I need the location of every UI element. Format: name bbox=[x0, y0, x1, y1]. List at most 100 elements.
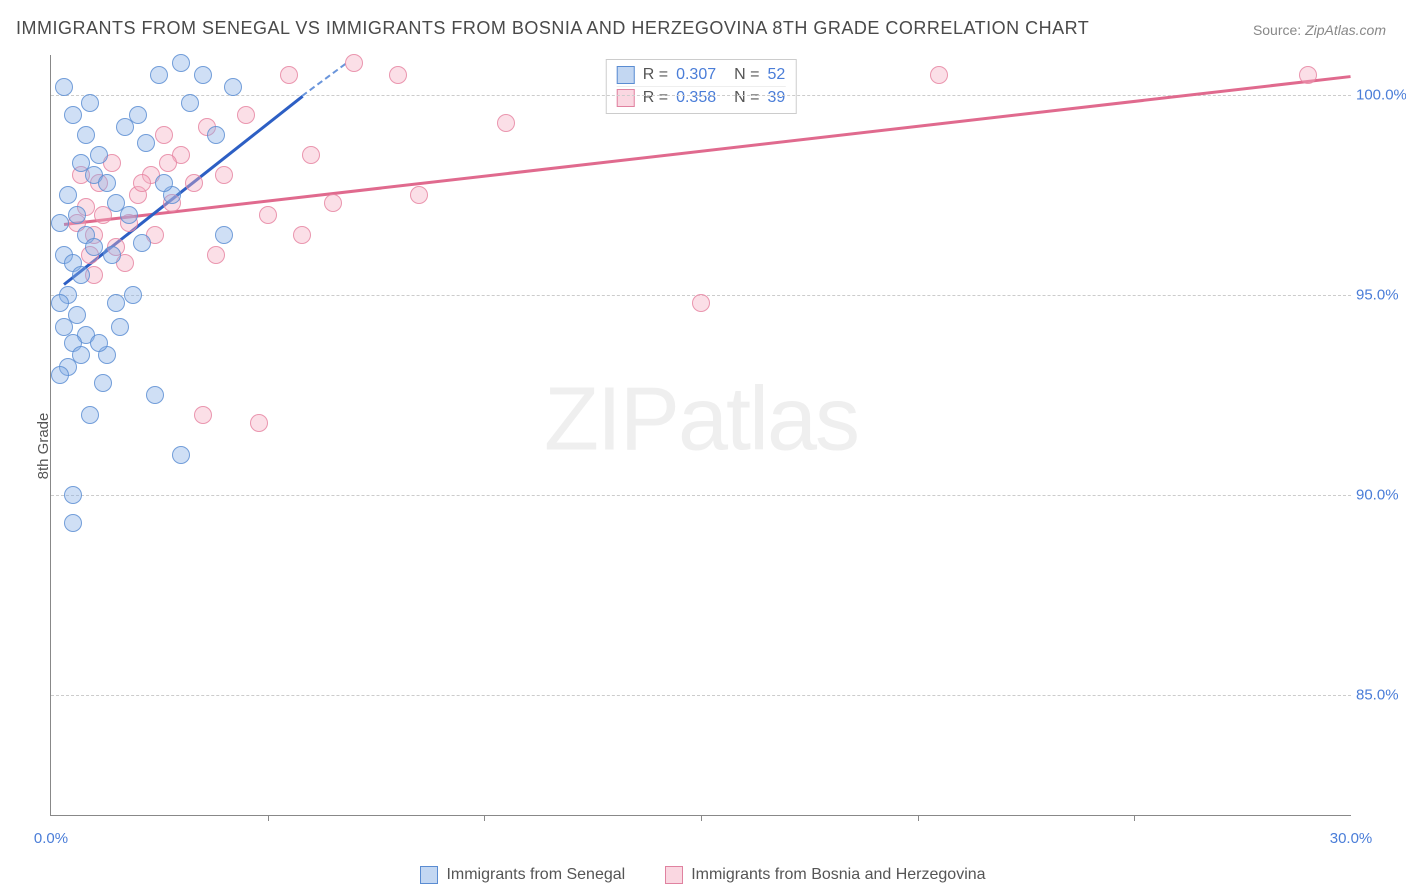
data-point bbox=[133, 234, 151, 252]
watermark-atlas: atlas bbox=[678, 369, 858, 469]
r-value-blue: 0.307 bbox=[676, 66, 716, 84]
n-label: N = bbox=[734, 89, 759, 107]
data-point bbox=[345, 54, 363, 72]
swatch-blue-icon bbox=[420, 866, 438, 884]
data-point bbox=[324, 194, 342, 212]
watermark-zip: ZIP bbox=[544, 369, 678, 469]
data-point bbox=[259, 206, 277, 224]
data-point bbox=[107, 294, 125, 312]
y-tick-label: 90.0% bbox=[1356, 487, 1406, 504]
data-point bbox=[194, 406, 212, 424]
data-point bbox=[51, 214, 69, 232]
data-point bbox=[81, 406, 99, 424]
gridline bbox=[51, 695, 1351, 696]
r-label: R = bbox=[643, 89, 668, 107]
swatch-blue-icon bbox=[617, 66, 635, 84]
legend-label-blue: Immigrants from Senegal bbox=[446, 866, 625, 884]
data-point bbox=[692, 294, 710, 312]
data-point bbox=[103, 246, 121, 264]
data-point bbox=[51, 294, 69, 312]
legend-item-blue: Immigrants from Senegal bbox=[420, 866, 625, 884]
data-point bbox=[59, 186, 77, 204]
data-point bbox=[389, 66, 407, 84]
x-tick-mark bbox=[918, 815, 919, 821]
data-point bbox=[85, 238, 103, 256]
swatch-pink-icon bbox=[665, 866, 683, 884]
data-point bbox=[215, 226, 233, 244]
data-point bbox=[497, 114, 515, 132]
stats-row-blue: R = 0.307 N = 52 bbox=[617, 64, 786, 86]
n-value-blue: 52 bbox=[767, 66, 785, 84]
data-point bbox=[64, 106, 82, 124]
x-tick-mark bbox=[701, 815, 702, 821]
x-tick-label: 30.0% bbox=[1330, 830, 1373, 847]
chart-plot-area: ZIPatlas R = 0.307 N = 52 R = 0.358 N = … bbox=[50, 55, 1351, 816]
data-point bbox=[1299, 66, 1317, 84]
data-point bbox=[146, 386, 164, 404]
data-point bbox=[68, 206, 86, 224]
data-point bbox=[150, 66, 168, 84]
y-tick-label: 85.0% bbox=[1356, 687, 1406, 704]
data-point bbox=[116, 118, 134, 136]
data-point bbox=[64, 514, 82, 532]
data-point bbox=[172, 446, 190, 464]
y-tick-label: 95.0% bbox=[1356, 287, 1406, 304]
data-point bbox=[280, 66, 298, 84]
data-point bbox=[64, 486, 82, 504]
stats-legend-box: R = 0.307 N = 52 R = 0.358 N = 39 bbox=[606, 59, 797, 114]
data-point bbox=[98, 174, 116, 192]
data-point bbox=[111, 318, 129, 336]
watermark: ZIPatlas bbox=[544, 368, 858, 471]
y-tick-label: 100.0% bbox=[1356, 87, 1406, 104]
data-point bbox=[90, 146, 108, 164]
gridline bbox=[51, 95, 1351, 96]
data-point bbox=[250, 414, 268, 432]
data-point bbox=[207, 126, 225, 144]
data-point bbox=[194, 66, 212, 84]
data-point bbox=[293, 226, 311, 244]
x-tick-mark bbox=[1134, 815, 1135, 821]
data-point bbox=[215, 166, 233, 184]
data-point bbox=[159, 154, 177, 172]
data-point bbox=[124, 286, 142, 304]
data-point bbox=[55, 78, 73, 96]
source-attribution: Source: ZipAtlas.com bbox=[1253, 22, 1386, 38]
source-value: ZipAtlas.com bbox=[1305, 22, 1386, 38]
source-label: Source: bbox=[1253, 22, 1301, 38]
data-point bbox=[72, 154, 90, 172]
data-point bbox=[94, 374, 112, 392]
legend-item-pink: Immigrants from Bosnia and Herzegovina bbox=[665, 866, 985, 884]
x-tick-mark bbox=[484, 815, 485, 821]
x-tick-label: 0.0% bbox=[34, 830, 68, 847]
data-point bbox=[410, 186, 428, 204]
swatch-pink-icon bbox=[617, 89, 635, 107]
data-point bbox=[172, 54, 190, 72]
data-point bbox=[930, 66, 948, 84]
n-label: N = bbox=[734, 66, 759, 84]
gridline bbox=[51, 495, 1351, 496]
chart-title: IMMIGRANTS FROM SENEGAL VS IMMIGRANTS FR… bbox=[16, 18, 1089, 39]
r-label: R = bbox=[643, 66, 668, 84]
data-point bbox=[302, 146, 320, 164]
data-point bbox=[181, 94, 199, 112]
data-point bbox=[155, 126, 173, 144]
data-point bbox=[133, 174, 151, 192]
data-point bbox=[120, 206, 138, 224]
data-point bbox=[207, 246, 225, 264]
data-point bbox=[155, 174, 173, 192]
trendline bbox=[302, 63, 347, 97]
data-point bbox=[51, 366, 69, 384]
data-point bbox=[77, 126, 95, 144]
r-value-pink: 0.358 bbox=[676, 89, 716, 107]
legend-label-pink: Immigrants from Bosnia and Herzegovina bbox=[691, 866, 985, 884]
data-point bbox=[81, 94, 99, 112]
data-point bbox=[237, 106, 255, 124]
stats-row-pink: R = 0.358 N = 39 bbox=[617, 86, 786, 109]
data-point bbox=[137, 134, 155, 152]
data-point bbox=[185, 174, 203, 192]
bottom-legend: Immigrants from Senegal Immigrants from … bbox=[0, 866, 1406, 884]
data-point bbox=[72, 266, 90, 284]
data-point bbox=[90, 334, 108, 352]
n-value-pink: 39 bbox=[767, 89, 785, 107]
x-tick-mark bbox=[268, 815, 269, 821]
